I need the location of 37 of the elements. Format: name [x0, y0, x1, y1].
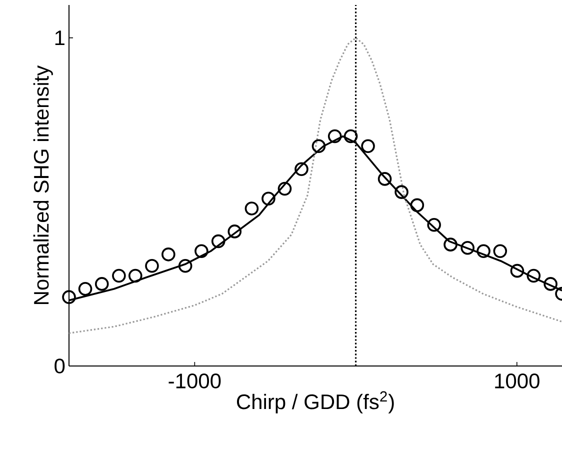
y-tick-label: 0	[54, 358, 65, 374]
point	[278, 182, 292, 196]
point	[244, 202, 259, 216]
point	[211, 234, 226, 248]
point	[510, 264, 524, 278]
point	[228, 224, 242, 238]
point	[294, 162, 308, 176]
y-tick-label: 1	[55, 30, 64, 46]
point	[62, 290, 76, 304]
point	[178, 259, 192, 273]
point	[328, 129, 342, 144]
point	[444, 238, 458, 252]
line-series	[69, 37, 562, 334]
point	[427, 218, 441, 232]
point	[394, 185, 408, 199]
x-tick-label: 1000	[495, 374, 540, 388]
point	[94, 277, 109, 291]
point	[544, 277, 558, 291]
point	[526, 268, 541, 283]
point	[344, 129, 358, 144]
point	[128, 268, 142, 283]
x-tick-label: -1000	[168, 374, 221, 388]
point	[476, 244, 490, 258]
point	[194, 244, 208, 258]
point	[410, 198, 424, 212]
point	[162, 248, 176, 262]
point	[378, 172, 392, 186]
point	[112, 268, 126, 283]
x-axis-title: Chirp / GDD (fs$^{2}$)	[236, 391, 394, 414]
point	[262, 192, 276, 206]
point	[361, 139, 375, 154]
point	[493, 244, 508, 258]
point	[78, 282, 92, 296]
y-axis-title: Normalized SHG intensity	[33, 65, 53, 304]
point	[460, 240, 474, 255]
point	[312, 139, 326, 154]
point	[145, 259, 159, 273]
